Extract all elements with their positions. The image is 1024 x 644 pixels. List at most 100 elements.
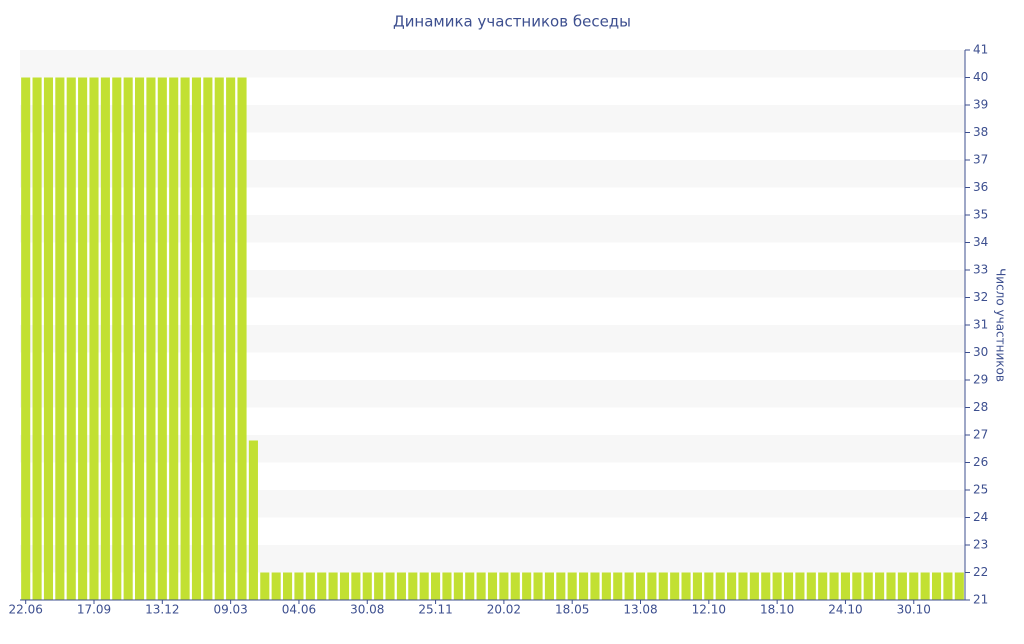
bar	[351, 572, 361, 600]
y-tick-label: 21	[973, 593, 988, 607]
bar	[692, 572, 702, 600]
bar	[32, 77, 42, 600]
bar	[863, 572, 873, 600]
bar	[226, 77, 236, 600]
x-tick-label: 13.12	[145, 603, 179, 617]
bar	[886, 572, 896, 600]
y-tick-label: 28	[973, 400, 988, 414]
bar	[487, 572, 498, 600]
bar	[806, 572, 816, 600]
bar	[544, 572, 554, 600]
bar	[112, 77, 122, 600]
bar	[556, 572, 566, 600]
bar	[260, 572, 270, 600]
bar	[21, 77, 31, 600]
bar	[954, 572, 964, 600]
bar	[328, 572, 338, 600]
x-tick-label: 13.08	[623, 603, 657, 617]
bar	[396, 572, 406, 600]
bar	[647, 572, 657, 600]
bar	[943, 572, 953, 600]
bar	[624, 572, 634, 600]
bar	[920, 572, 930, 600]
x-tick-label: 17.09	[77, 603, 111, 617]
bar	[590, 572, 600, 600]
y-tick-label: 22	[973, 565, 988, 579]
bar	[283, 572, 293, 600]
y-tick-label: 35	[973, 208, 988, 222]
bar	[818, 572, 828, 600]
bar	[670, 572, 680, 600]
bar	[852, 572, 862, 600]
y-tick-label: 39	[973, 98, 988, 112]
y-tick-label: 25	[973, 483, 988, 497]
x-tick-label: 18.10	[760, 603, 794, 617]
bar	[43, 77, 54, 600]
y-tick-label: 30	[973, 345, 988, 359]
bar	[715, 572, 725, 600]
x-tick-label: 22.06	[9, 603, 43, 617]
bar	[55, 77, 65, 600]
bar	[169, 77, 179, 600]
bar	[601, 572, 611, 600]
y-tick-label: 33	[973, 263, 988, 277]
bar	[248, 440, 258, 600]
bar	[203, 77, 213, 600]
bar	[78, 77, 88, 600]
bar	[408, 572, 418, 600]
x-tick-label: 30.10	[897, 603, 931, 617]
bar	[533, 572, 543, 600]
bar	[237, 77, 247, 600]
x-tick-label: 18.05	[555, 603, 589, 617]
bar	[271, 572, 281, 600]
bar	[180, 77, 190, 600]
bar	[294, 572, 304, 600]
bar	[613, 572, 623, 600]
bar	[522, 572, 532, 600]
grid-band	[20, 50, 965, 78]
bar	[123, 77, 133, 600]
bar	[134, 77, 145, 600]
bar	[795, 572, 805, 600]
bar	[431, 572, 441, 600]
x-tick-label: 04.06	[282, 603, 316, 617]
bar	[840, 572, 851, 600]
y-tick-label: 23	[973, 538, 988, 552]
bar	[635, 572, 646, 600]
y-tick-label: 37	[973, 153, 988, 167]
bar	[214, 77, 224, 600]
bar	[829, 572, 839, 600]
y-tick-label: 38	[973, 125, 988, 139]
bar	[100, 77, 110, 600]
bar	[772, 572, 782, 600]
y-axis-label: Число участников	[994, 268, 1008, 382]
bar	[339, 572, 350, 600]
y-tick-label: 34	[973, 235, 988, 249]
x-tick-label: 12.10	[692, 603, 726, 617]
bar	[909, 572, 919, 600]
bar	[579, 572, 589, 600]
bar	[499, 572, 509, 600]
bar	[875, 572, 885, 600]
y-tick-label: 41	[973, 43, 988, 57]
bar	[783, 572, 794, 600]
x-tick-label: 20.02	[487, 603, 521, 617]
y-tick-label: 29	[973, 373, 988, 387]
bar	[727, 572, 737, 600]
bar	[419, 572, 429, 600]
bar	[157, 77, 167, 600]
bar	[317, 572, 327, 600]
bar	[761, 572, 771, 600]
y-tick-label: 26	[973, 455, 988, 469]
bar	[305, 572, 315, 600]
x-tick-label: 30.08	[350, 603, 384, 617]
bar	[465, 572, 475, 600]
bar	[510, 572, 520, 600]
bar	[476, 572, 486, 600]
y-tick-label: 27	[973, 428, 988, 442]
y-tick-label: 24	[973, 510, 988, 524]
bar	[89, 77, 99, 600]
bar	[749, 572, 759, 600]
bar	[453, 572, 463, 600]
x-tick-label: 24.10	[828, 603, 862, 617]
